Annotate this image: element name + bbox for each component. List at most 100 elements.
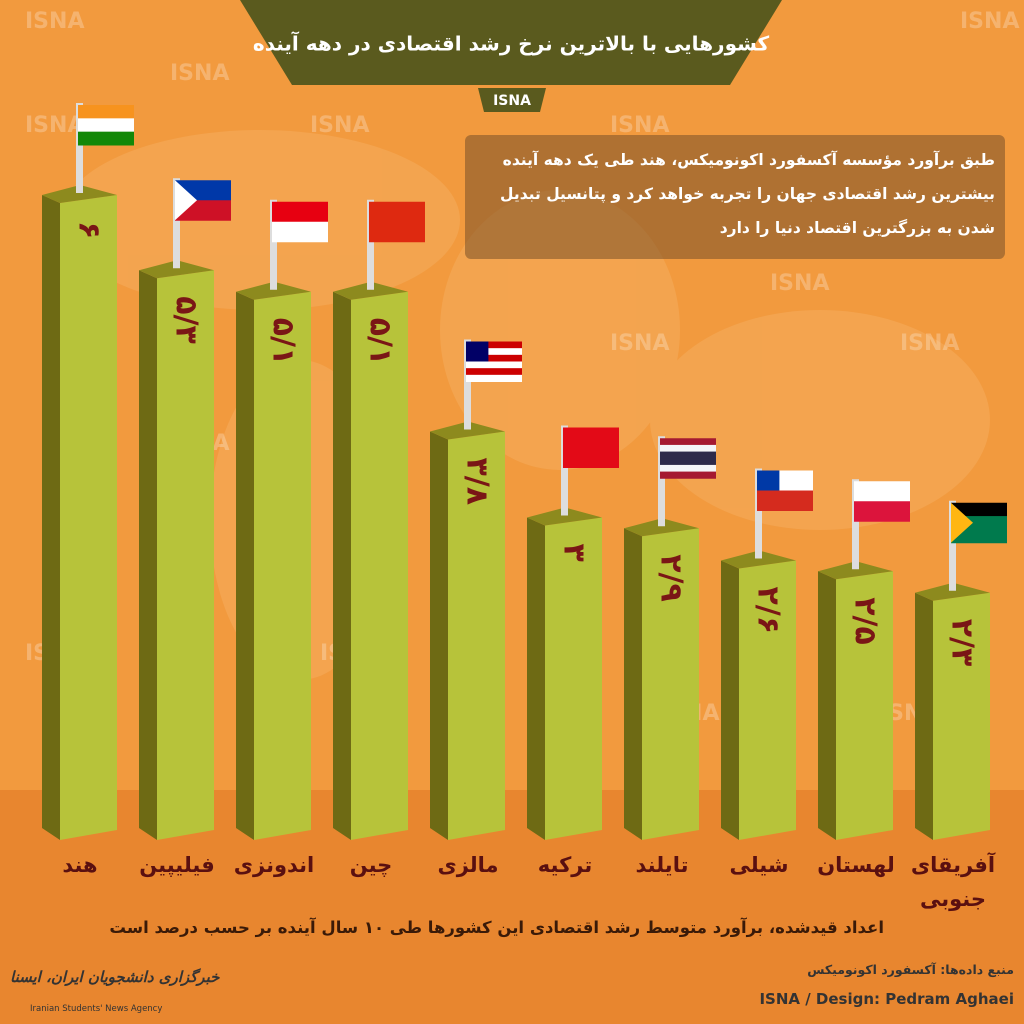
badge: ISNA bbox=[493, 93, 531, 109]
watermark: ISNA bbox=[610, 113, 669, 138]
bar bbox=[933, 592, 990, 840]
watermark: ISNA bbox=[25, 113, 84, 138]
flag-stripe bbox=[369, 201, 425, 243]
flag-stripe bbox=[466, 361, 522, 369]
flag-stripe bbox=[466, 348, 522, 356]
flag-pole bbox=[755, 468, 762, 559]
bar-side bbox=[42, 195, 60, 840]
watermark: ISNA bbox=[900, 331, 959, 356]
bar bbox=[351, 291, 408, 840]
bar-side bbox=[818, 571, 836, 840]
flag-triangle bbox=[951, 502, 973, 543]
bar-top bbox=[818, 561, 893, 580]
bar-top bbox=[721, 550, 796, 569]
chart-title: کشورهایی با بالاترین نرخ رشد اقتصادی در … bbox=[253, 31, 770, 56]
bar bbox=[642, 528, 699, 840]
value-label: ۵/۱ bbox=[266, 318, 301, 366]
bar bbox=[739, 560, 796, 840]
category-label: مالزی bbox=[437, 853, 499, 877]
flag-pole bbox=[561, 425, 568, 516]
title-banner bbox=[240, 0, 782, 85]
source: منبع داده‌ها: آکسفورد اکونومیکس bbox=[807, 962, 1014, 977]
bar bbox=[545, 517, 602, 840]
flag-stripe bbox=[660, 451, 716, 459]
flag-stripe bbox=[78, 131, 134, 146]
description: طبق برآورد مؤسسه آکسفورد اکونومیکس، هند … bbox=[465, 135, 1005, 259]
flag-stripe bbox=[272, 221, 328, 243]
flag-canton bbox=[757, 470, 780, 491]
watermark: ISNA bbox=[170, 61, 229, 86]
bar-top bbox=[42, 185, 117, 203]
flag-stripe bbox=[660, 464, 716, 473]
flag-stripe bbox=[660, 444, 716, 453]
flag-stripe bbox=[466, 341, 522, 349]
flag-pole bbox=[367, 199, 374, 290]
category-label: لهستان bbox=[817, 853, 895, 877]
value-label: ۵/۳ bbox=[169, 296, 204, 344]
watermark: ISNA bbox=[770, 271, 829, 296]
flag-pole bbox=[173, 178, 180, 269]
value-label: ۳ bbox=[557, 544, 592, 562]
flag-stripe bbox=[466, 368, 522, 376]
flag-pole bbox=[76, 103, 83, 193]
flag-stripe bbox=[78, 118, 134, 133]
flag-stripe bbox=[660, 438, 716, 446]
bar-top bbox=[430, 421, 505, 440]
bar-top bbox=[915, 582, 990, 601]
bar-side bbox=[624, 528, 642, 840]
category-label: چین bbox=[349, 853, 393, 877]
flag-triangle bbox=[175, 180, 197, 221]
category-label: اندونزی bbox=[233, 853, 315, 877]
bar bbox=[254, 291, 311, 840]
logo-en: Iranian Students' News Agency bbox=[30, 1004, 163, 1014]
bar-top bbox=[333, 281, 408, 300]
flag-stripe bbox=[854, 481, 910, 502]
flag-stripe bbox=[951, 502, 1007, 517]
bar-side bbox=[139, 270, 157, 840]
flag-pole bbox=[658, 436, 665, 527]
value-label: ۵/۱ bbox=[363, 318, 398, 366]
value-label: ۳/۸ bbox=[460, 458, 495, 506]
flag-canton bbox=[466, 341, 489, 362]
watermark: ISNA bbox=[960, 9, 1019, 34]
flag-stripe bbox=[660, 471, 716, 479]
bar-top bbox=[527, 507, 602, 526]
bar-top bbox=[236, 281, 311, 300]
flag-stripe bbox=[272, 201, 328, 223]
badge-bg bbox=[478, 88, 546, 112]
flag-pole bbox=[949, 500, 956, 591]
bar bbox=[157, 270, 214, 840]
bar-side bbox=[721, 560, 739, 840]
flag-stripe bbox=[757, 490, 813, 511]
flag-pole bbox=[270, 199, 277, 290]
watermark: ISNA bbox=[610, 331, 669, 356]
flag-pole bbox=[464, 339, 471, 430]
flag-pole bbox=[852, 479, 859, 570]
category-label: فیلیپین bbox=[139, 853, 215, 877]
note: اعداد قیدشده، برآورد متوسط رشد اقتصادی ا… bbox=[109, 918, 884, 937]
flag-stripe bbox=[78, 105, 134, 119]
value-label: ۲/۵ bbox=[848, 597, 883, 645]
bar-side bbox=[333, 291, 351, 840]
watermark: ISNA bbox=[310, 113, 369, 138]
value-label: ۲/۳ bbox=[945, 619, 980, 667]
category-label: ترکیه bbox=[537, 853, 593, 877]
bar-side bbox=[915, 592, 933, 840]
flag-stripe bbox=[660, 458, 716, 466]
category-label: شیلی bbox=[729, 853, 789, 877]
category-label: آفریقای جنوبی bbox=[910, 853, 996, 911]
bar bbox=[448, 431, 505, 840]
value-label: ۲/۹ bbox=[654, 554, 689, 602]
flag-stripe bbox=[563, 427, 619, 468]
bar-top bbox=[624, 518, 699, 537]
value-label: ۶ bbox=[72, 221, 107, 239]
bar bbox=[836, 571, 893, 840]
bar-side bbox=[236, 291, 254, 840]
bar-side bbox=[527, 517, 545, 840]
flag-stripe bbox=[466, 354, 522, 362]
category-label: تایلند bbox=[635, 853, 689, 877]
bar-side bbox=[430, 431, 448, 840]
bar bbox=[60, 195, 117, 840]
